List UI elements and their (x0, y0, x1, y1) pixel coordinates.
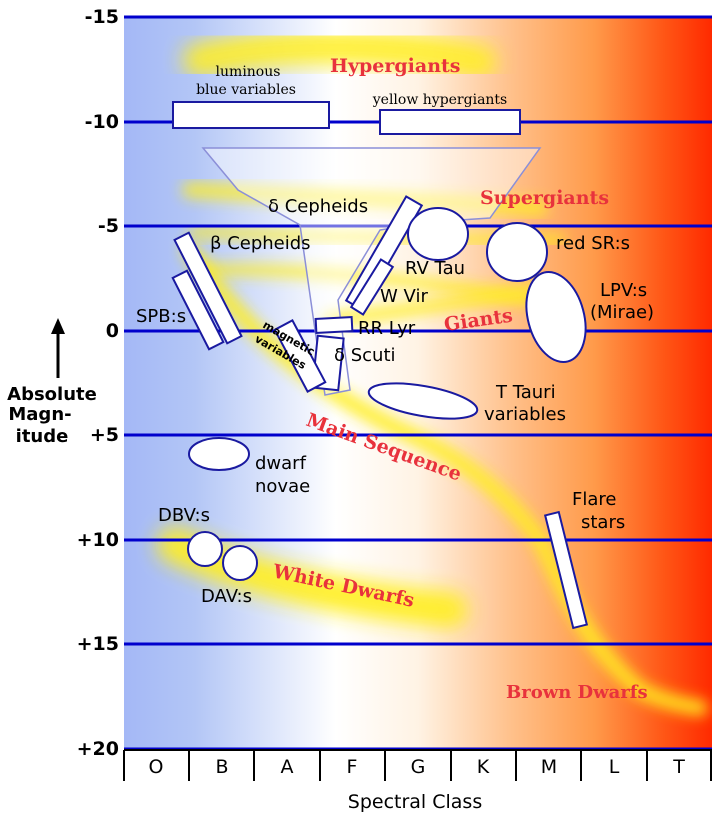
xclass-L: L (609, 756, 620, 778)
ytick-p5: +5 (90, 424, 119, 446)
ytick-m10: -10 (85, 111, 119, 133)
spectrum-background (124, 17, 712, 749)
label-t-tauri-2: variables (484, 404, 566, 425)
variable-star-shapes (171, 101, 589, 630)
beta-cepheid-strip (173, 231, 243, 345)
giant-band-2 (323, 283, 547, 327)
flare-stars-strip (543, 510, 589, 630)
label-yellow-hypergiants: yellow hypergiants (372, 92, 508, 108)
ytick-p15: +15 (77, 633, 119, 655)
label-delta-scuti: δ Scuti (334, 345, 396, 366)
supergiant-band (182, 182, 548, 216)
ytick-p10: +10 (77, 529, 119, 551)
xclass-M: M (541, 756, 557, 778)
label-dwarf-novae-2: novae (255, 476, 310, 497)
magnetic-variables-box (273, 319, 327, 393)
label-flare-1: Flare (572, 489, 616, 510)
red-sr-circle (486, 222, 548, 282)
ytick-0: 0 (106, 320, 119, 342)
magnitude-tick-labels: -15 -10 -5 0 +5 +10 +15 +20 (77, 6, 119, 760)
label-lbv-2: blue variables (196, 82, 296, 98)
label-delta-cepheids: δ Cepheids (268, 196, 368, 217)
label-dbv: DBV:s (158, 505, 210, 526)
dbv-circle (187, 531, 223, 567)
label-spb: SPB:s (136, 306, 186, 327)
lpv-ellipse (525, 270, 587, 364)
y-axis-title: Absolute Magn- itude (7, 318, 97, 447)
variable-labels: luminous blue variables yellow hypergian… (136, 64, 654, 607)
label-lpv-2: (Mirae) (590, 302, 654, 323)
y-title-2: Magn- (8, 404, 71, 425)
label-rv-tau: RV Tau (405, 258, 465, 279)
label-brown-dwarfs: Brown Dwarfs (506, 682, 648, 703)
label-flare-2: stars (581, 512, 625, 533)
label-beta-cepheids: β Cepheids (210, 233, 311, 254)
label-lpv-1: LPV:s (600, 280, 647, 301)
xclass-K: K (477, 756, 490, 778)
label-red-sr: red SR:s (556, 233, 630, 254)
up-arrow-icon (51, 318, 65, 334)
xclass-O: O (149, 756, 164, 778)
ytick-m15: -15 (85, 6, 119, 28)
x-axis-frame (124, 749, 712, 781)
ytick-p20: +20 (77, 738, 119, 760)
yellow-hypergiant-box (379, 109, 521, 135)
y-title-1: Absolute (7, 384, 97, 405)
w-vir-strip (349, 258, 395, 316)
rr-lyr-box (314, 316, 354, 334)
instability-strip (201, 147, 542, 396)
ytick-m5: -5 (98, 215, 119, 237)
xclass-G: G (411, 756, 426, 778)
label-hypergiants: Hypergiants (330, 55, 460, 77)
xclass-T: T (672, 756, 685, 778)
label-w-vir: W Vir (380, 286, 428, 307)
dwarf-novae-ellipse (188, 437, 250, 471)
y-title-3: itude (16, 426, 69, 447)
spb-strip (171, 269, 225, 351)
xclass-A: A (281, 756, 294, 778)
hypergiant-band (183, 30, 497, 79)
label-supergiants: Supergiants (480, 187, 609, 209)
t-tauri-ellipse (367, 382, 479, 420)
dav-circle (222, 545, 258, 581)
xclass-B: B (215, 756, 228, 778)
label-rr-lyr: RR Lyr (358, 318, 416, 339)
label-t-tauri-1: T Tauri (495, 382, 556, 403)
label-lbv-1: luminous (216, 64, 281, 80)
spectral-class-axis: O B A F G K M L T Spectral Class (123, 749, 712, 813)
xclass-F: F (347, 756, 358, 778)
lbv-box (172, 101, 330, 129)
x-axis-title: Spectral Class (348, 791, 482, 813)
label-dwarf-novae-1: dwarf (255, 453, 307, 474)
rv-tau-circle (407, 207, 469, 261)
label-dav: DAV:s (201, 586, 252, 607)
